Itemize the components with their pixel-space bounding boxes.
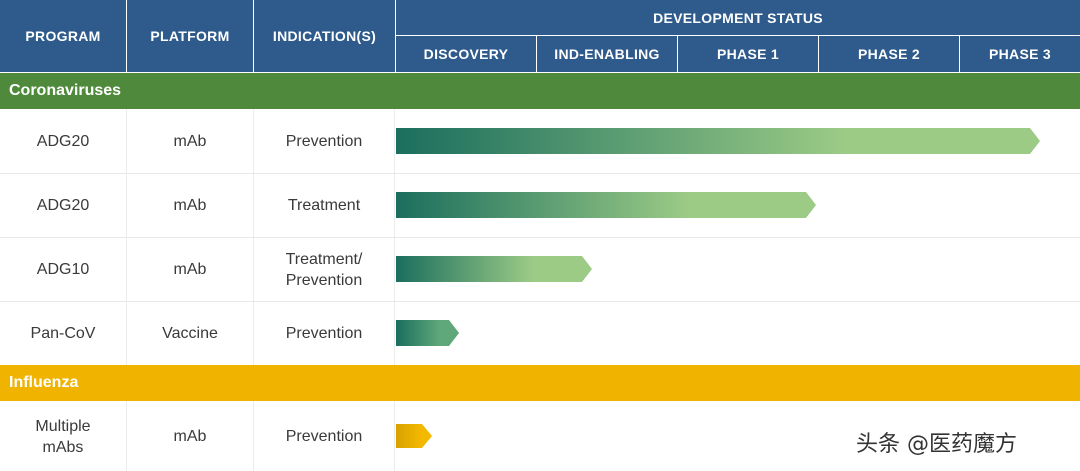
column-divider	[394, 401, 395, 471]
watermark: 头条 @医药魔方	[856, 432, 1017, 457]
section-coronaviruses: Coronaviruses	[0, 73, 1080, 109]
program-cell: ADG20	[36, 133, 90, 150]
column-divider	[253, 109, 254, 365]
platform-cell: mAb	[173, 428, 207, 445]
progress-arrow-shape	[396, 424, 432, 448]
program-cell: ADG10	[36, 261, 90, 278]
indication-cell: Prevention	[285, 428, 363, 445]
indication-cell: Treatment	[287, 197, 361, 214]
indication-header: INDICATION(S)	[254, 0, 395, 72]
row-divider	[0, 301, 1080, 302]
column-divider	[394, 109, 395, 365]
platform-header: PLATFORM	[127, 0, 253, 72]
stage-header-phase-2: PHASE 2	[819, 36, 959, 72]
stage-header-ind-enabling: IND-ENABLING	[537, 36, 677, 72]
progress-arrow-shape	[396, 128, 1040, 154]
section-influenza: Influenza	[0, 365, 1080, 401]
progress-arrow-shape	[396, 256, 592, 282]
stage-header-phase-3: PHASE 3	[960, 36, 1080, 72]
progress-arrow-shape	[396, 192, 816, 218]
stage-header-discovery: DISCOVERY	[396, 36, 536, 72]
program-header: PROGRAM	[0, 0, 126, 72]
program-cell: Multiple mAbs	[35, 417, 91, 456]
column-divider	[126, 109, 127, 365]
progress-arrow	[396, 256, 592, 282]
program-cell: Pan-CoV	[30, 325, 96, 342]
platform-cell: mAb	[173, 197, 207, 214]
progress-arrow	[396, 424, 432, 448]
platform-cell: mAb	[173, 133, 207, 150]
row-divider	[0, 237, 1080, 238]
indication-cell: Prevention	[285, 133, 363, 150]
indication-cell: Prevention	[285, 325, 363, 342]
stage-header-phase-1: PHASE 1	[678, 36, 818, 72]
column-divider	[253, 401, 254, 471]
progress-arrow-shape	[396, 320, 459, 346]
row-divider	[0, 173, 1080, 174]
program-cell: ADG20	[36, 197, 90, 214]
progress-arrow	[396, 320, 459, 346]
progress-arrow	[396, 192, 816, 218]
development-status-header: DEVELOPMENT STATUS	[396, 0, 1080, 35]
progress-arrow	[396, 128, 1040, 154]
column-divider	[126, 401, 127, 471]
platform-cell: mAb	[173, 261, 207, 278]
indication-cell: Treatment/ Prevention	[285, 250, 363, 289]
platform-cell: Vaccine	[162, 325, 218, 342]
